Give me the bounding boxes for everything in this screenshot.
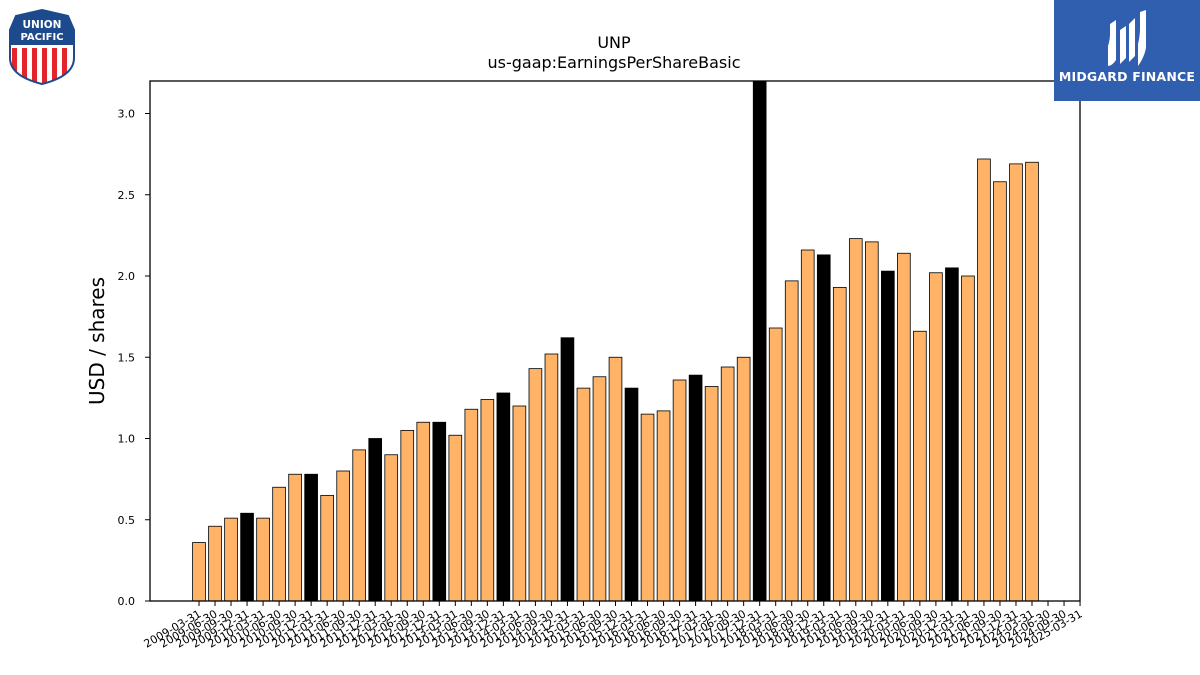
bar-2009-09-30 [224, 517, 238, 602]
bar-2018-06-30 [784, 280, 799, 602]
bar-2019-06-30 [848, 238, 863, 602]
bar-2017-12-31 [752, 80, 767, 602]
bar-2011-09-30 [352, 449, 366, 602]
y-axis-label: USD / shares [85, 277, 109, 405]
bar-2014-03-31 [512, 405, 527, 602]
bars-group [192, 80, 1039, 602]
bar-2015-09-30 [608, 356, 623, 602]
bar-2014-06-30 [528, 368, 543, 602]
bar-2013-09-30 [480, 399, 495, 602]
bar-2020-03-31 [897, 252, 911, 602]
union-pacific-line1: UNION [23, 19, 62, 31]
y-tick-label: 0.0 [118, 595, 136, 608]
y-tick-label: 0.5 [118, 514, 136, 527]
bar-2018-12-31 [816, 254, 831, 602]
y-tick-label: 2.5 [118, 189, 136, 202]
bar-2024-03-31 [1025, 161, 1039, 602]
bar-2012-06-30 [400, 429, 415, 602]
bar-2018-09-30 [800, 249, 815, 602]
bar-2016-09-30 [672, 379, 687, 602]
bar-2010-06-30 [272, 486, 286, 602]
midgard-finance-wordmark: MIDGARD FINANCE [1058, 69, 1196, 84]
plot-frame [149, 80, 1081, 602]
bar-2019-12-31 [881, 270, 895, 602]
x-ticks-group: 2009-03-312009-06-302009-09-302009-12-31… [142, 601, 1085, 651]
bar-2012-09-30 [416, 421, 431, 602]
bar-2015-03-31 [576, 387, 591, 602]
bar-2010-12-31 [304, 473, 318, 602]
y-ticks-group: 0.0 0.5 1.0 1.5 2.0 2.5 3.0 [118, 108, 150, 608]
bar-2012-03-31 [384, 454, 399, 602]
chart-subtitle: us-gaap:EarningsPerShareBasic [487, 53, 740, 72]
midgard-mark-icon [1108, 10, 1146, 66]
bar-2017-09-30 [736, 356, 751, 602]
bar-2020-06-30 [913, 330, 927, 602]
bar-2017-06-30 [720, 366, 735, 602]
union-pacific-logo: UNION PACIFIC [8, 8, 76, 86]
bar-2015-06-30 [592, 376, 607, 602]
bar-2016-12-31 [688, 374, 703, 602]
bar-2009-12-31 [240, 512, 254, 602]
bar-2021-03-31 [961, 275, 975, 602]
bar-2011-06-30 [336, 470, 350, 602]
y-tick-label: 2.0 [118, 270, 136, 283]
bar-2009-06-30 [208, 525, 222, 602]
bar-2009-03-31 [192, 542, 206, 602]
bar-2011-12-31 [368, 438, 383, 602]
bar-2016-06-30 [656, 410, 671, 602]
bar-2013-03-31 [448, 434, 463, 602]
chart-title: UNP [597, 33, 631, 52]
bar-2010-03-31 [256, 517, 270, 602]
y-tick-label: 1.5 [118, 351, 136, 364]
bar-2021-12-31 [1009, 163, 1023, 602]
bar-2019-09-30 [865, 241, 879, 602]
bar-2013-06-30 [464, 408, 479, 602]
bar-2020-12-31 [945, 267, 959, 602]
bar-2014-09-30 [544, 353, 559, 602]
bar-2012-12-31 [432, 421, 447, 602]
bar-2011-03-31 [320, 494, 334, 602]
bar-2021-09-30 [993, 181, 1007, 602]
bar-2015-12-31 [624, 387, 639, 602]
bar-2021-06-30 [977, 158, 991, 602]
bar-2010-09-30 [288, 473, 302, 602]
bar-2020-09-30 [929, 272, 943, 602]
bar-2013-12-31 [496, 392, 511, 602]
midgard-finance-logo: MIDGARD FINANCE [1054, 0, 1200, 101]
y-tick-label: 1.0 [118, 433, 136, 446]
bar-2017-03-31 [704, 386, 719, 602]
bar-2018-03-31 [768, 327, 783, 602]
bar-2019-03-31 [832, 286, 847, 602]
bar-2014-12-31 [560, 337, 575, 602]
y-tick-label: 3.0 [118, 108, 136, 121]
bar-2016-03-31 [640, 413, 655, 602]
union-pacific-line2: PACIFIC [20, 32, 63, 43]
